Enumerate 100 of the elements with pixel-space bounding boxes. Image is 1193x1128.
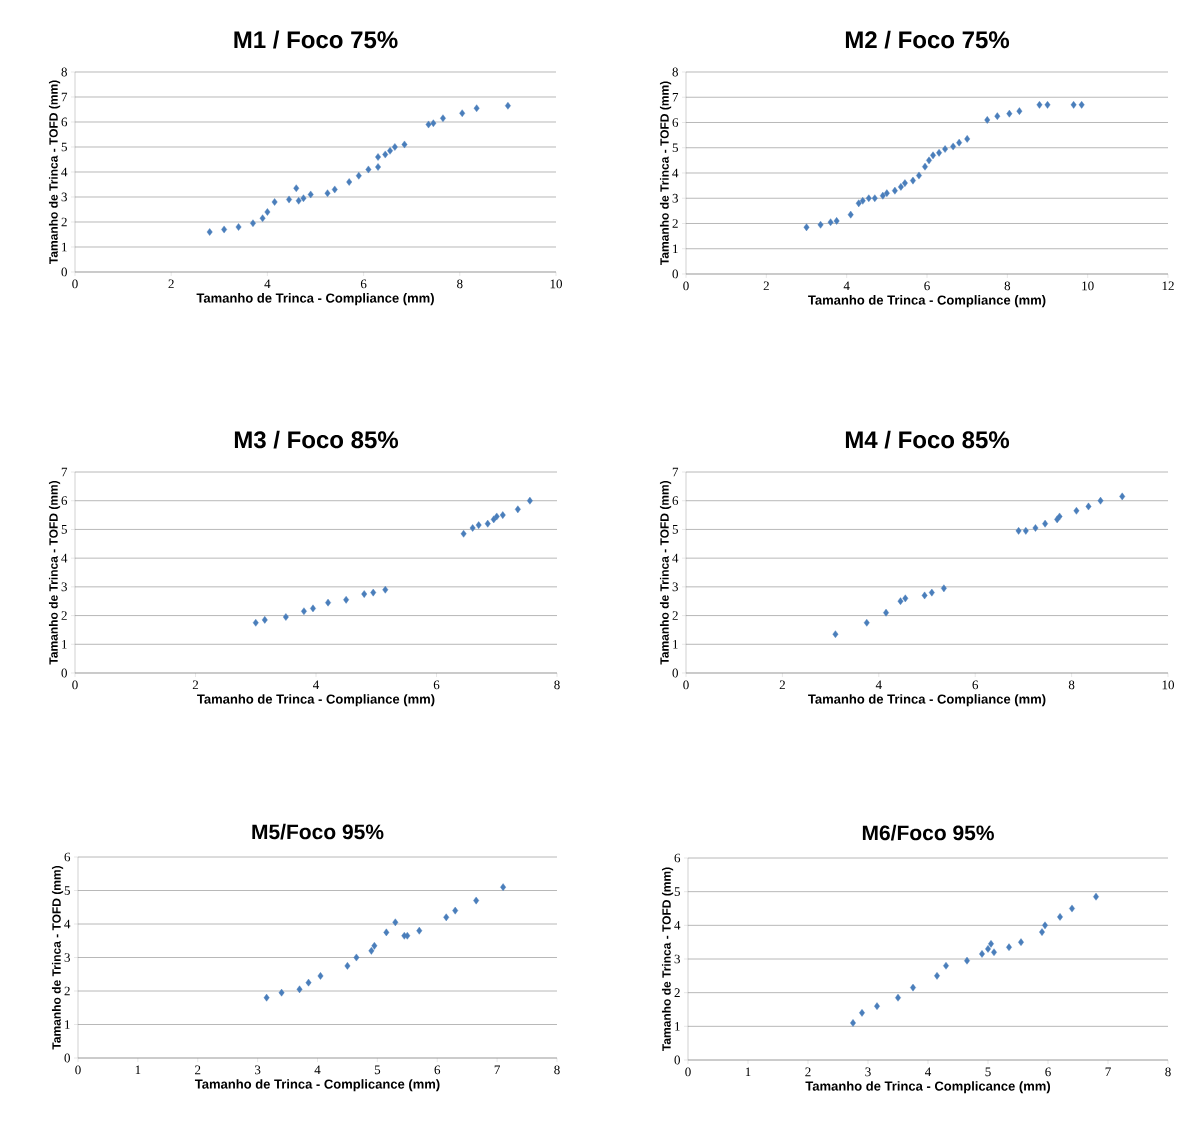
point: [375, 163, 381, 171]
x-tick-label: 4: [925, 1067, 932, 1077]
point: [1018, 938, 1024, 946]
chart-title: M1 / Foco 75%: [234, 30, 398, 49]
point: [370, 588, 377, 597]
point: [833, 217, 840, 225]
y-axis-title: Tamanho de Trinca - TOFD (mm): [51, 865, 64, 1050]
point: [874, 1002, 880, 1010]
point: [331, 185, 338, 194]
point: [353, 953, 360, 962]
y-tick-label: 8: [672, 67, 678, 77]
point: [827, 218, 834, 227]
x-tick-label: 0: [683, 680, 689, 690]
point: [460, 529, 467, 538]
chart-title: M5/Foco 95%: [252, 823, 384, 840]
y-tick-label: 5: [61, 142, 67, 152]
point: [988, 940, 994, 948]
point: [264, 208, 271, 216]
point: [526, 496, 533, 505]
point: [430, 119, 437, 128]
x-tick-label: 4: [843, 281, 850, 291]
point: [343, 595, 350, 604]
y-tick-label: 7: [61, 92, 68, 102]
point: [817, 220, 824, 229]
y-tick-label: 5: [674, 887, 680, 896]
chart-title: M3 / Foco 85%: [234, 430, 399, 449]
x-tick-label: 8: [1165, 1067, 1171, 1077]
point: [475, 521, 482, 529]
point: [278, 988, 285, 997]
y-tick-label: 4: [674, 921, 681, 930]
x-tick-label: 1: [745, 1067, 751, 1077]
x-tick-label: 8: [1004, 281, 1011, 291]
point: [259, 214, 266, 223]
point: [1078, 101, 1085, 109]
x-axis-title: Tamanho de Trinca - Compliance (mm): [808, 694, 1046, 707]
x-axis-title: Tamanho de Trinca - Compliance (mm): [197, 694, 435, 707]
point: [368, 947, 375, 955]
point: [850, 1019, 856, 1027]
x-tick-label: 7: [494, 1065, 500, 1075]
point: [383, 928, 390, 937]
x-tick-label: 3: [865, 1067, 871, 1077]
point: [300, 194, 307, 203]
x-tick-label: 4: [314, 1065, 321, 1075]
y-tick-label: 1: [62, 639, 67, 649]
x-tick-label: 12: [1162, 281, 1174, 291]
y-axis-title: Tamanho de Trinca - TOFD (mm): [661, 867, 674, 1051]
point: [902, 594, 909, 603]
point: [263, 993, 270, 1002]
point: [964, 135, 971, 143]
point: [459, 109, 466, 118]
point: [473, 104, 480, 113]
point: [371, 941, 378, 950]
point: [401, 140, 408, 149]
x-tick-label: 10: [550, 279, 563, 289]
x-tick-label: 8: [457, 279, 463, 289]
x-tick-label: 6: [433, 680, 440, 690]
y-tick-label: 5: [672, 525, 678, 534]
point: [293, 184, 300, 193]
point: [1073, 506, 1080, 515]
point: [324, 189, 331, 198]
point: [235, 223, 242, 231]
y-tick-label: 8: [61, 67, 67, 77]
point: [1070, 101, 1077, 109]
y-tick-label: 1: [65, 1020, 70, 1029]
point: [1056, 512, 1063, 521]
point: [416, 926, 423, 935]
y-tick-label: 6: [61, 496, 68, 506]
y-tick-label: 6: [672, 118, 679, 127]
point: [1016, 107, 1023, 115]
x-tick-label: 7: [1105, 1067, 1111, 1077]
x-tick-label: 10: [1082, 281, 1094, 291]
point: [859, 196, 866, 205]
point: [1039, 928, 1045, 936]
point: [1085, 502, 1092, 511]
point: [317, 972, 324, 980]
point: [1036, 101, 1043, 109]
x-tick-label: 6: [434, 1065, 441, 1075]
x-tick-label: 0: [683, 281, 689, 291]
point: [950, 142, 957, 151]
y-tick-label: 3: [674, 954, 680, 964]
point: [934, 972, 940, 980]
x-tick-label: 8: [1068, 680, 1075, 690]
y-axis-title: Tamanho de Trinca - TOFD (mm): [659, 81, 672, 265]
y-tick-label: 3: [672, 582, 678, 592]
y-tick-label: 1: [62, 242, 67, 252]
x-tick-label: 4: [875, 680, 882, 690]
x-axis-title: Tamanho de Trinca - Complicance (mm): [194, 1079, 440, 1092]
y-tick-label: 1: [675, 1022, 680, 1031]
y-tick-label: 7: [672, 92, 679, 102]
x-tick-label: 2: [192, 680, 199, 690]
point: [865, 194, 872, 203]
point: [956, 138, 963, 147]
point: [847, 210, 854, 219]
chart-title: M2 / Foco 75%: [845, 30, 1010, 49]
point: [206, 228, 213, 236]
x-tick-label: 0: [72, 279, 78, 289]
y-tick-label: 2: [672, 611, 678, 620]
point: [252, 618, 259, 627]
x-tick-label: 2: [195, 1065, 201, 1075]
point: [307, 190, 314, 199]
